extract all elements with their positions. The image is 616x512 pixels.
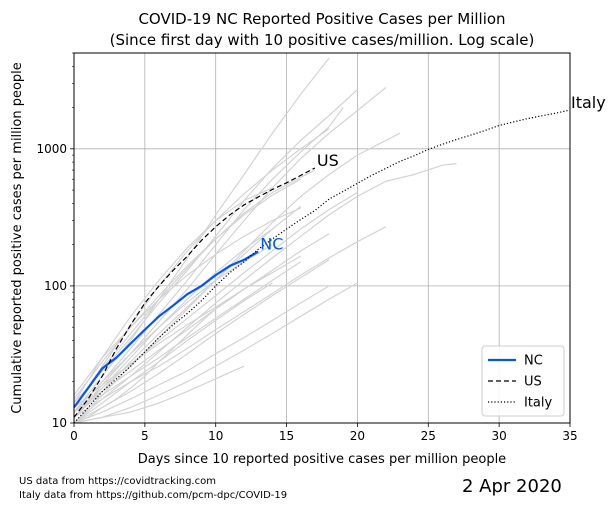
x-tick-label: 25 <box>421 429 436 443</box>
series-end-label-us: US <box>317 151 339 170</box>
legend-box <box>481 345 565 417</box>
background-series-line <box>73 261 302 413</box>
background-series-line <box>73 89 358 404</box>
legend-entry-label: Italy <box>524 396 553 411</box>
background-series-line <box>73 228 273 418</box>
legend: NC US Italy <box>481 345 565 417</box>
x-tick-label: 5 <box>141 429 149 443</box>
x-tick-label: 20 <box>350 429 365 443</box>
x-tick-label: 15 <box>279 429 294 443</box>
series-line-us <box>73 167 316 418</box>
y-axis-label: Cumulative reported positive cases per m… <box>10 62 25 414</box>
background-series-line <box>73 282 273 424</box>
plot-frame <box>73 52 571 424</box>
x-tick-label: 35 <box>562 429 577 443</box>
background-series-line <box>73 233 330 413</box>
series-labels: NC US Italy <box>260 93 605 254</box>
x-tick-label: 30 <box>492 429 507 443</box>
series-end-label-italy: Italy <box>571 93 606 112</box>
axis-ticks: 0 5 10 15 20 25 30 35 10 100 1000 <box>36 52 578 443</box>
background-series-line <box>73 107 344 413</box>
source-italy-note: Italy data from https://github.com/pcm-d… <box>19 490 288 501</box>
background-series-line <box>73 244 273 413</box>
background-series-line <box>73 282 358 424</box>
background-series-line <box>73 169 316 408</box>
background-series-line <box>73 187 273 404</box>
report-date: 2 Apr 2020 <box>462 476 562 497</box>
background-series-line <box>73 191 358 413</box>
background-series-line <box>73 128 330 408</box>
background-series-line <box>73 163 457 424</box>
chart-title: COVID-19 NC Reported Positive Cases per … <box>138 10 505 28</box>
x-tick-label: 10 <box>208 429 223 443</box>
x-tick-label: 0 <box>70 429 78 443</box>
y-tick-label: 10 <box>52 416 67 430</box>
x-axis-label: Days since 10 reported positive cases pe… <box>138 452 506 467</box>
background-series-line <box>73 178 301 400</box>
y-tick-label: 100 <box>44 279 67 293</box>
background-series-line <box>73 365 245 424</box>
chart-subtitle: (Since first day with 10 positive cases/… <box>110 31 535 49</box>
legend-entry-label: NC <box>524 354 543 369</box>
background-series-line <box>73 272 273 424</box>
legend-entry-label: US <box>524 375 542 390</box>
background-series-line <box>73 285 330 424</box>
source-us-note: US data from https://covidtracking.com <box>19 476 216 487</box>
main-series <box>73 109 571 424</box>
background-series-line <box>73 205 302 418</box>
y-tick-label: 1000 <box>36 142 67 156</box>
background-series-line <box>73 207 301 396</box>
background-series-line <box>73 259 330 424</box>
series-line-nc <box>73 250 259 409</box>
series-end-label-nc: NC <box>260 235 283 254</box>
